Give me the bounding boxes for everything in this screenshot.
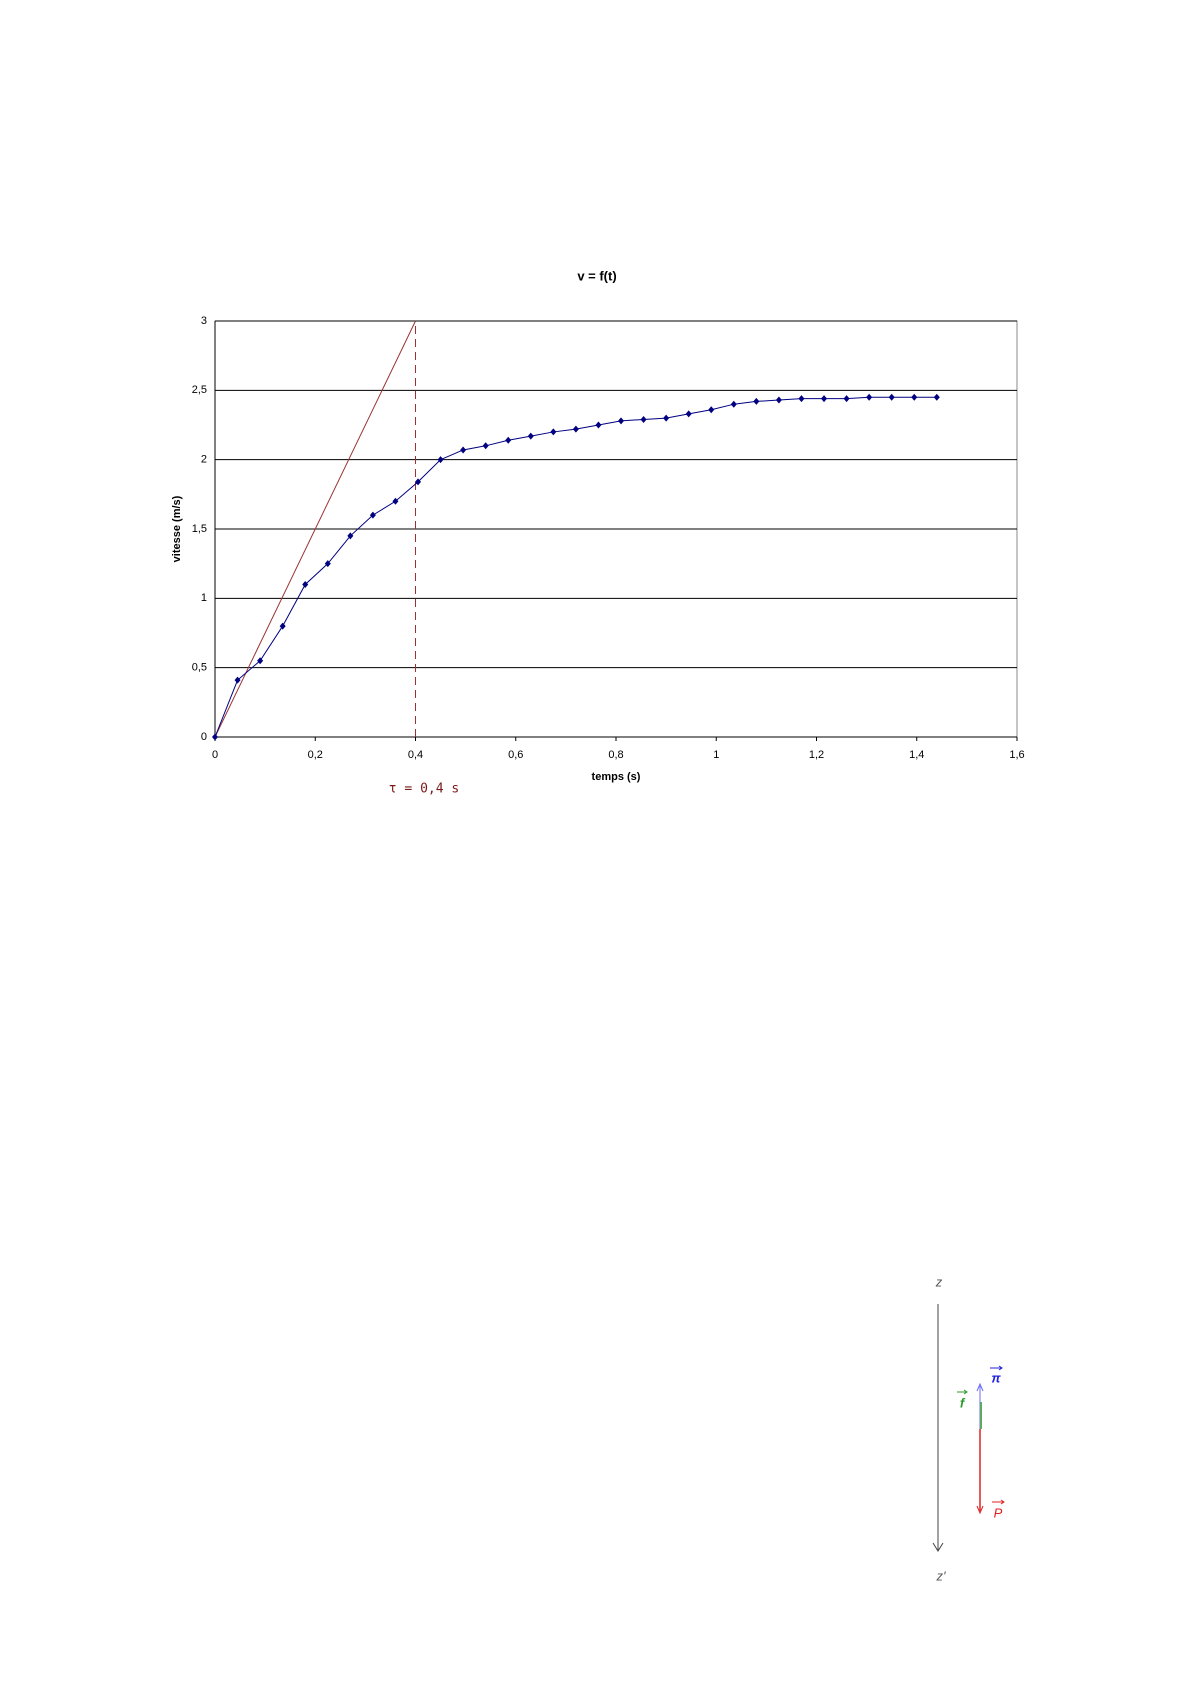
- x-tick-label: 0,8: [608, 749, 623, 761]
- vector-p-head: [976, 1505, 984, 1515]
- x-tick-label: 0,2: [308, 749, 323, 761]
- data-point: [527, 432, 534, 440]
- data-point: [324, 560, 331, 568]
- y-tick-label: 2,5: [192, 384, 207, 396]
- y-tick-label: 0,5: [192, 662, 207, 674]
- data-point: [866, 393, 873, 401]
- arrow-over-pi: [990, 1365, 1003, 1371]
- data-point: [415, 478, 422, 486]
- y-tick-label: 1: [201, 592, 207, 604]
- data-point: [482, 442, 489, 450]
- force-label-p: P: [994, 1505, 1003, 1520]
- x-tick-label: 0,4: [408, 749, 423, 761]
- data-point: [595, 421, 602, 429]
- y-axis-label: vitesse (m/s): [171, 495, 183, 562]
- series-line: [214, 396, 937, 738]
- data-point: [257, 657, 264, 665]
- data-point: [685, 410, 692, 418]
- z-axis-head: [932, 1542, 944, 1552]
- x-tick-label: 1,6: [1009, 749, 1024, 761]
- data-point: [911, 393, 918, 401]
- arrow-over-p: [992, 1499, 1005, 1505]
- tangent-line: [214, 320, 416, 738]
- data-point: [234, 676, 241, 684]
- y-tick-label: 3: [201, 315, 207, 327]
- axis-bottom-label: z': [936, 1568, 947, 1583]
- data-point: [663, 414, 670, 422]
- vector-pi-head: [976, 1382, 984, 1392]
- x-tick-label: 1: [713, 749, 719, 761]
- y-tick-label: 2: [201, 454, 207, 466]
- data-point: [775, 396, 782, 404]
- data-point: [730, 400, 737, 408]
- data-point: [572, 425, 579, 433]
- x-axis-label: temps (s): [592, 771, 641, 783]
- data-point: [708, 406, 715, 414]
- chart-title: v = f(t): [577, 268, 616, 283]
- data-point: [888, 393, 895, 401]
- data-point: [437, 456, 444, 464]
- data-point: [505, 436, 512, 444]
- force-label-pi: π: [991, 1370, 1001, 1385]
- data-point: [347, 532, 354, 540]
- data-point: [550, 428, 557, 436]
- data-point: [753, 397, 760, 405]
- y-tick-label: 1,5: [192, 523, 207, 535]
- arrow-over-f: [957, 1389, 968, 1395]
- data-point: [933, 393, 940, 401]
- force-label-f: f: [960, 1395, 966, 1410]
- data-point: [843, 395, 850, 403]
- x-tick-label: 1,2: [809, 749, 824, 761]
- data-point: [279, 622, 286, 630]
- data-point: [821, 395, 828, 403]
- x-tick-label: 1,4: [909, 749, 924, 761]
- x-tick-label: 0: [212, 749, 218, 761]
- data-point: [212, 733, 218, 741]
- y-tick-label: 0: [201, 731, 207, 743]
- data-point: [618, 417, 625, 425]
- x-tick-label: 0,6: [508, 749, 523, 761]
- data-point: [798, 395, 805, 403]
- data-point: [640, 415, 647, 423]
- tau-label: τ = 0,4 s: [389, 782, 459, 797]
- data-point: [369, 511, 376, 519]
- data-point: [460, 446, 467, 454]
- data-point: [392, 497, 399, 505]
- data-point: [302, 580, 309, 588]
- axis-top-label: z: [935, 1274, 943, 1289]
